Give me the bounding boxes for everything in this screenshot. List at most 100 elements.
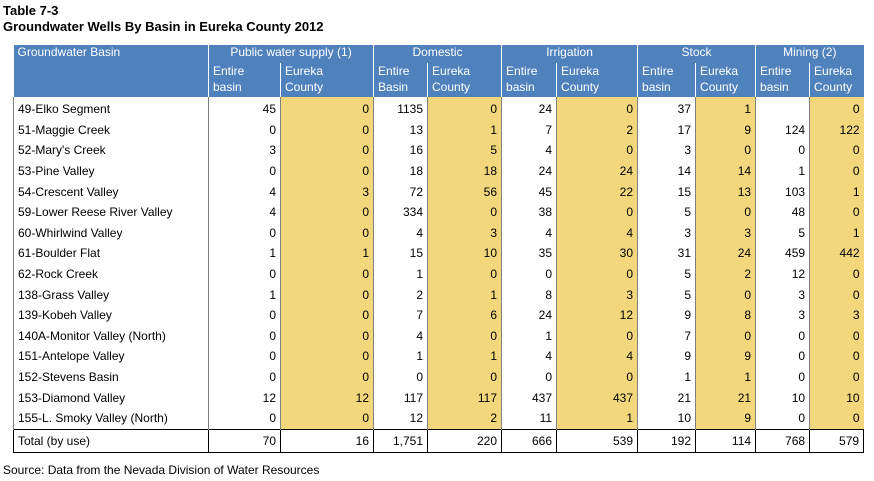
subheader-5-line2: County (556, 79, 638, 97)
entire-basin-cell: 3 (755, 304, 810, 326)
table-row: 62-Rock Creek 0 0 1 0 0 0 5 2 12 0 (13, 263, 864, 285)
entire-basin-cell: 0 (208, 263, 281, 285)
eureka-county-cell: 0 (809, 263, 864, 285)
basin-column-header: Groundwater Basin (13, 45, 209, 63)
entire-basin-cell: 4 (373, 222, 428, 244)
eureka-county-cell: 0 (809, 97, 864, 120)
eureka-county-cell: 0 (556, 325, 638, 347)
entire-basin-cell: 2 (373, 284, 428, 305)
entire-basin-cell: 9 (637, 304, 696, 326)
table-row: 155-L. Smoky Valley (North) 0 0 12 2 11 1 10 9 0 0 (13, 407, 864, 429)
basin-name-cell: 49-Elko Segment (13, 97, 209, 120)
basin-name-cell: 138-Grass Valley (13, 284, 209, 305)
entire-basin-cell: 0 (755, 140, 810, 161)
eureka-county-cell: 0 (556, 140, 638, 161)
entire-basin-cell: 7 (373, 304, 428, 326)
entire-basin-cell: 103 (755, 181, 810, 202)
eureka-county-cell: 3 (427, 222, 502, 244)
entire-basin-cell: 16 (373, 140, 428, 161)
total-value-cell: 539 (556, 428, 638, 453)
total-label: Total (by use) (13, 428, 209, 453)
entire-basin-cell: 12 (373, 407, 428, 429)
entire-basin-cell: 1 (373, 263, 428, 285)
entire-basin-cell: 0 (755, 346, 810, 367)
eureka-county-cell: 0 (427, 366, 502, 388)
entire-basin-cell: 72 (373, 181, 428, 202)
eureka-county-cell: 9 (695, 119, 756, 141)
eureka-county-cell: 0 (279, 346, 374, 367)
eureka-county-cell: 56 (427, 181, 502, 202)
eureka-county-cell: 9 (695, 407, 756, 429)
entire-basin-cell: 3 (637, 140, 696, 161)
table-row: 49-Elko Segment 45 0 1135 0 24 0 37 1 0 (13, 97, 864, 120)
subheader-8-line1: Entire (755, 63, 810, 79)
basin-name-cell: 52-Mary's Creek (13, 140, 209, 161)
subheader-9-line1: Eureka (809, 63, 864, 79)
entire-basin-cell: 3 (755, 284, 810, 305)
eureka-county-cell: 13 (695, 181, 756, 202)
entire-basin-cell: 1 (755, 160, 810, 182)
basin-name-cell: 139-Kobeh Valley (13, 304, 209, 326)
eureka-county-cell: 0 (809, 325, 864, 347)
table-row: 59-Lower Reese River Valley 4 0 334 0 38 0 5 0 48… (13, 201, 864, 223)
groundwater-wells-table: Groundwater Basin Public water supply (1… (13, 45, 865, 453)
subheader-7-line2: County (695, 79, 756, 97)
eureka-county-cell: 117 (427, 387, 502, 408)
eureka-county-cell: 3 (279, 181, 374, 202)
basin-name-cell: 53-Pine Valley (13, 160, 209, 182)
entire-basin-cell: 13 (373, 119, 428, 141)
entire-basin-cell: 117 (373, 387, 428, 408)
total-value-cell: 114 (695, 428, 756, 453)
eureka-county-cell: 0 (279, 222, 374, 244)
entire-basin-cell: 0 (208, 346, 281, 367)
eureka-county-cell: 0 (695, 284, 756, 305)
entire-basin-cell: 10 (637, 407, 696, 429)
entire-basin-cell: 24 (501, 97, 557, 120)
eureka-county-cell: 0 (695, 140, 756, 161)
total-value-cell: 1,751 (373, 428, 428, 453)
eureka-county-cell: 2 (427, 407, 502, 429)
entire-basin-cell: 14 (637, 160, 696, 182)
eureka-county-cell: 0 (427, 97, 502, 120)
table-row: 138-Grass Valley 1 0 2 1 8 3 5 0 3 0 (13, 284, 864, 305)
subheader-2-line2: Basin (373, 79, 428, 97)
entire-basin-cell: 24 (501, 160, 557, 182)
entire-basin-cell: 5 (755, 222, 810, 244)
eureka-county-cell: 9 (695, 346, 756, 367)
eureka-county-cell: 0 (556, 366, 638, 388)
entire-basin-cell: 45 (501, 181, 557, 202)
eureka-county-cell: 0 (556, 263, 638, 285)
entire-basin-cell: 1 (208, 284, 281, 305)
entire-basin-cell: 0 (208, 325, 281, 347)
eureka-county-cell: 0 (279, 119, 374, 141)
basin-name-cell: 54-Crescent Valley (13, 181, 209, 202)
eureka-county-cell: 18 (427, 160, 502, 182)
total-value-cell: 16 (279, 428, 374, 453)
eureka-county-cell: 0 (279, 201, 374, 223)
entire-basin-cell: 437 (501, 387, 557, 408)
entire-basin-cell: 12 (208, 387, 281, 408)
eureka-county-cell: 1 (427, 346, 502, 367)
subheader-6-line2: basin (637, 79, 696, 97)
group-header-domestic: Domestic (373, 45, 502, 63)
entire-basin-cell: 24 (501, 304, 557, 326)
eureka-county-cell: 122 (809, 119, 864, 141)
table-row: 54-Crescent Valley 4 3 72 56 45 22 15 13 103 1 (13, 181, 864, 202)
eureka-county-cell: 437 (556, 387, 638, 408)
eureka-county-cell: 442 (809, 243, 864, 264)
basin-name-cell: 59-Lower Reese River Valley (13, 201, 209, 223)
eureka-county-cell: 0 (809, 346, 864, 367)
eureka-county-cell: 8 (695, 304, 756, 326)
eureka-county-cell: 22 (556, 181, 638, 202)
eureka-county-cell: 24 (556, 160, 638, 182)
eureka-county-cell: 0 (556, 201, 638, 223)
group-header-mining: Mining (2) (755, 45, 864, 63)
eureka-county-cell: 1 (427, 119, 502, 141)
entire-basin-cell: 0 (208, 119, 281, 141)
group-header-stock: Stock (637, 45, 756, 63)
entire-basin-cell: 17 (637, 119, 696, 141)
entire-basin-cell: 5 (637, 263, 696, 285)
entire-basin-cell: 0 (755, 407, 810, 429)
table-body: 49-Elko Segment 45 0 1135 0 24 0 37 1 0 51-Maggie … (13, 97, 864, 429)
eureka-county-cell: 0 (695, 201, 756, 223)
